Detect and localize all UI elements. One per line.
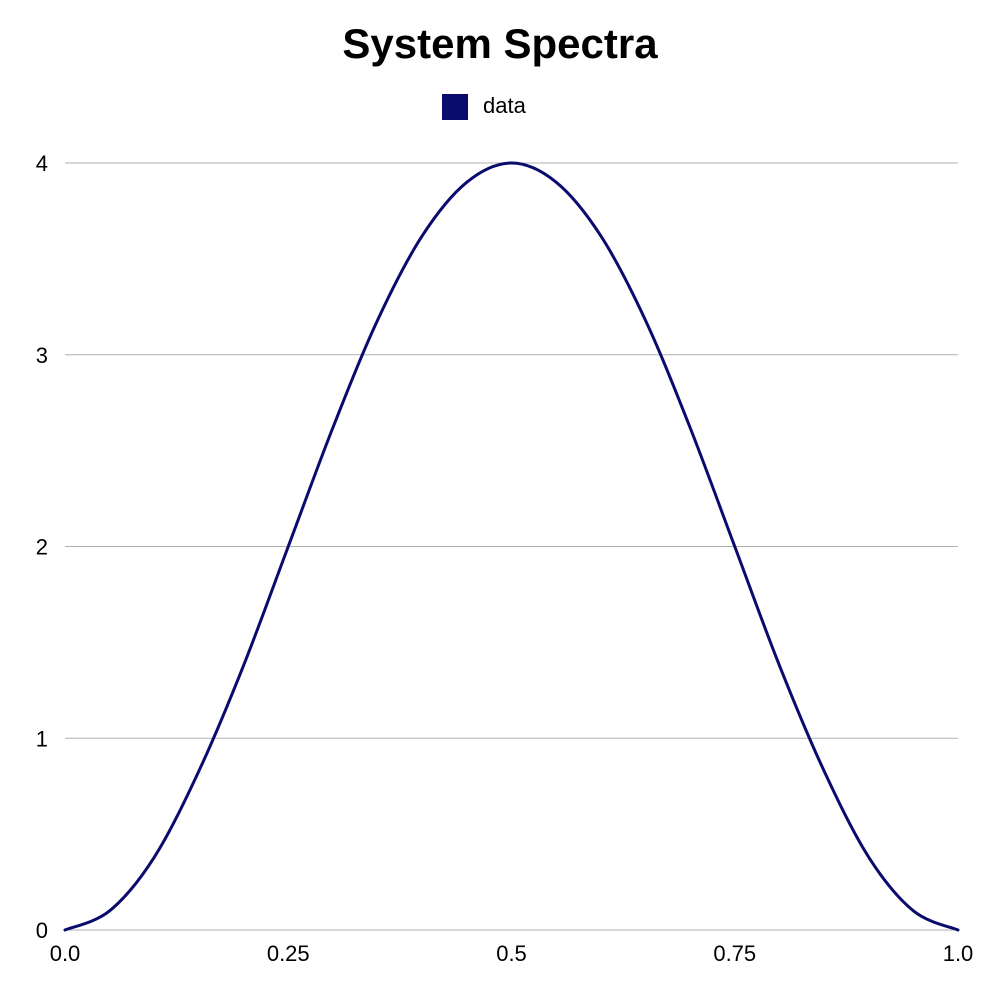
series-line-data xyxy=(63,161,960,932)
x-tick-label: 0.75 xyxy=(713,941,756,966)
x-tick-label: 1.0 xyxy=(943,941,974,966)
chart-title: System Spectra xyxy=(342,20,658,67)
y-tick-label: 3 xyxy=(36,343,48,368)
x-tick-label: 0.25 xyxy=(267,941,310,966)
legend-swatch xyxy=(442,94,468,120)
y-tick-label: 4 xyxy=(36,151,48,176)
grid xyxy=(65,162,958,931)
legend: data xyxy=(442,93,527,120)
x-tick-label: 0.5 xyxy=(496,941,527,966)
y-tick-label: 1 xyxy=(36,726,48,751)
x-axis-ticks: 0.0 0.25 0.5 0.75 1.0 xyxy=(50,941,974,966)
x-tick-label: 0.0 xyxy=(50,941,81,966)
y-tick-label: 2 xyxy=(36,535,48,560)
legend-label: data xyxy=(483,93,527,118)
plot-area xyxy=(63,161,960,932)
y-tick-label: 0 xyxy=(36,918,48,943)
y-axis-ticks: 0 1 2 3 4 xyxy=(36,151,48,943)
